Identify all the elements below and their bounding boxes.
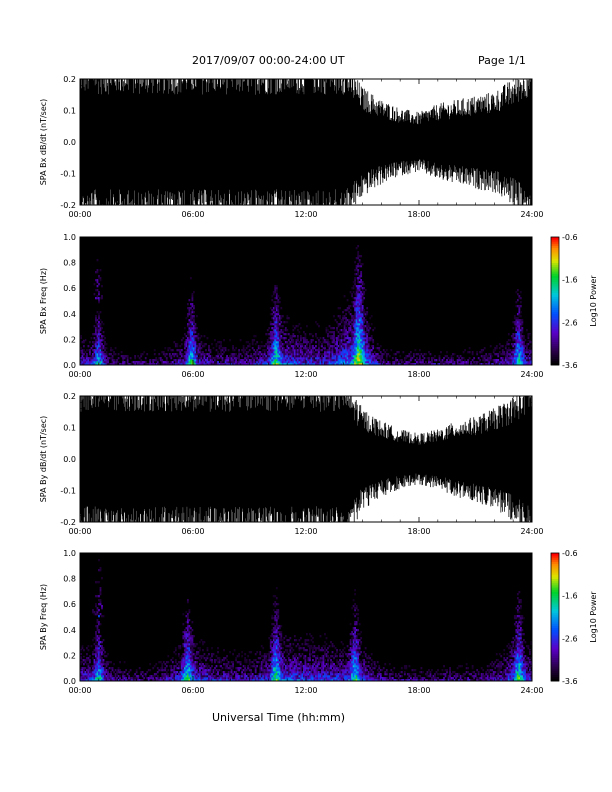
panel1-ylabel: SPA Bx dB/dt (nT/sec) <box>39 99 48 186</box>
panel3-xtick-label: 18:00 <box>407 527 430 536</box>
panel2-xtick-label: 12:00 <box>294 370 317 379</box>
panel4-ytick-label: 0.4 <box>63 626 76 635</box>
x-axis-title: Universal Time (hh:mm) <box>212 711 345 724</box>
panel4-spectrogram <box>80 553 533 682</box>
panel2-xtick-label: 24:00 <box>520 370 543 379</box>
panel2-colorbar-tick-label: -1.6 <box>562 276 578 285</box>
panel4-ytick-label: 1.0 <box>63 549 76 558</box>
panel2-ytick-label: 0.2 <box>63 335 76 344</box>
panel2-colorbar <box>551 237 559 366</box>
panel4-xtick-label: 12:00 <box>294 686 317 695</box>
panel2-ytick-label: 0.6 <box>63 284 76 293</box>
panel2-ylabel: SPA Bx Freq (Hz) <box>39 268 48 334</box>
panel4-colorbar-tick-label: -1.6 <box>562 592 578 601</box>
panel1-ytick-label: 0.0 <box>63 138 76 147</box>
panel3-waveform <box>79 396 532 522</box>
panel3-ytick-label: 0.0 <box>63 455 76 464</box>
panel3-waveform-trace <box>79 396 532 522</box>
panel1-xtick-label: 00:00 <box>68 210 91 219</box>
panel4-xtick-label: 24:00 <box>520 686 543 695</box>
panel4-colorbar-tick-label: -3.6 <box>562 677 578 686</box>
panel1-waveform-trace <box>79 79 532 205</box>
panel4-ylabel: SPA By Freq (Hz) <box>39 584 48 650</box>
panel1-ytick-label: 0.2 <box>63 75 76 84</box>
panel3-xtick-label: 12:00 <box>294 527 317 536</box>
panel4-ytick-label: 0.2 <box>63 651 76 660</box>
panel2-ytick-label: 0.4 <box>63 310 76 319</box>
panel2-colorbar-tick-label: -0.6 <box>562 233 578 242</box>
panel4-colorbar-frame <box>550 552 560 682</box>
panel3-xtick-label: 06:00 <box>181 527 204 536</box>
panel2-ytick-label: 0.0 <box>63 361 76 370</box>
panel4-xtick-label: 00:00 <box>68 686 91 695</box>
panel1-ytick-label: -0.2 <box>60 201 76 210</box>
panel2-colorbar-tick-label: -3.6 <box>562 361 578 370</box>
panel2-xtick-label: 18:00 <box>407 370 430 379</box>
panel3-xtick-label: 24:00 <box>520 527 543 536</box>
panel1-ytick-label: 0.1 <box>63 107 76 116</box>
panel4-colorbar-tick-label: -0.6 <box>562 549 578 558</box>
panel3-xtick-label: 00:00 <box>68 527 91 536</box>
panel3-ytick-label: 0.1 <box>63 424 76 433</box>
panel4-colorbar-label: Log10 Power <box>589 591 598 643</box>
panel1-waveform <box>79 79 532 205</box>
panel2-ytick-label: 0.8 <box>63 259 76 268</box>
panel2-spectrogram <box>80 237 533 366</box>
panel4-xtick-label: 18:00 <box>407 686 430 695</box>
panel1-ytick-label: -0.1 <box>60 170 76 179</box>
panel2-xtick-label: 00:00 <box>68 370 91 379</box>
panel4-colorbar <box>551 553 559 682</box>
panel2-colorbar-frame <box>550 236 560 366</box>
panel1-xtick-label: 18:00 <box>407 210 430 219</box>
page-number: Page 1/1 <box>478 54 526 67</box>
panel3-ytick-label: 0.2 <box>63 392 76 401</box>
panel4-ytick-label: 0.0 <box>63 677 76 686</box>
panel4-ytick-label: 0.8 <box>63 575 76 584</box>
panel2-colorbar-label: Log10 Power <box>589 275 598 327</box>
panel4-ytick-label: 0.6 <box>63 600 76 609</box>
panel3-ytick-label: -0.2 <box>60 518 76 527</box>
panel1-xtick-label: 24:00 <box>520 210 543 219</box>
panel4-colorbar-tick-label: -2.6 <box>562 634 578 643</box>
panel4-xtick-label: 06:00 <box>181 686 204 695</box>
panel2-ytick-label: 1.0 <box>63 233 76 242</box>
page-title: 2017/09/07 00:00-24:00 UT <box>192 54 345 67</box>
panel3-ylabel: SPA By dB/dt (nT/sec) <box>39 416 48 503</box>
panel1-xtick-label: 06:00 <box>181 210 204 219</box>
panel2-xtick-label: 06:00 <box>181 370 204 379</box>
panel2-colorbar-tick-label: -2.6 <box>562 318 578 327</box>
panel3-ytick-label: -0.1 <box>60 487 76 496</box>
panel1-xtick-label: 12:00 <box>294 210 317 219</box>
